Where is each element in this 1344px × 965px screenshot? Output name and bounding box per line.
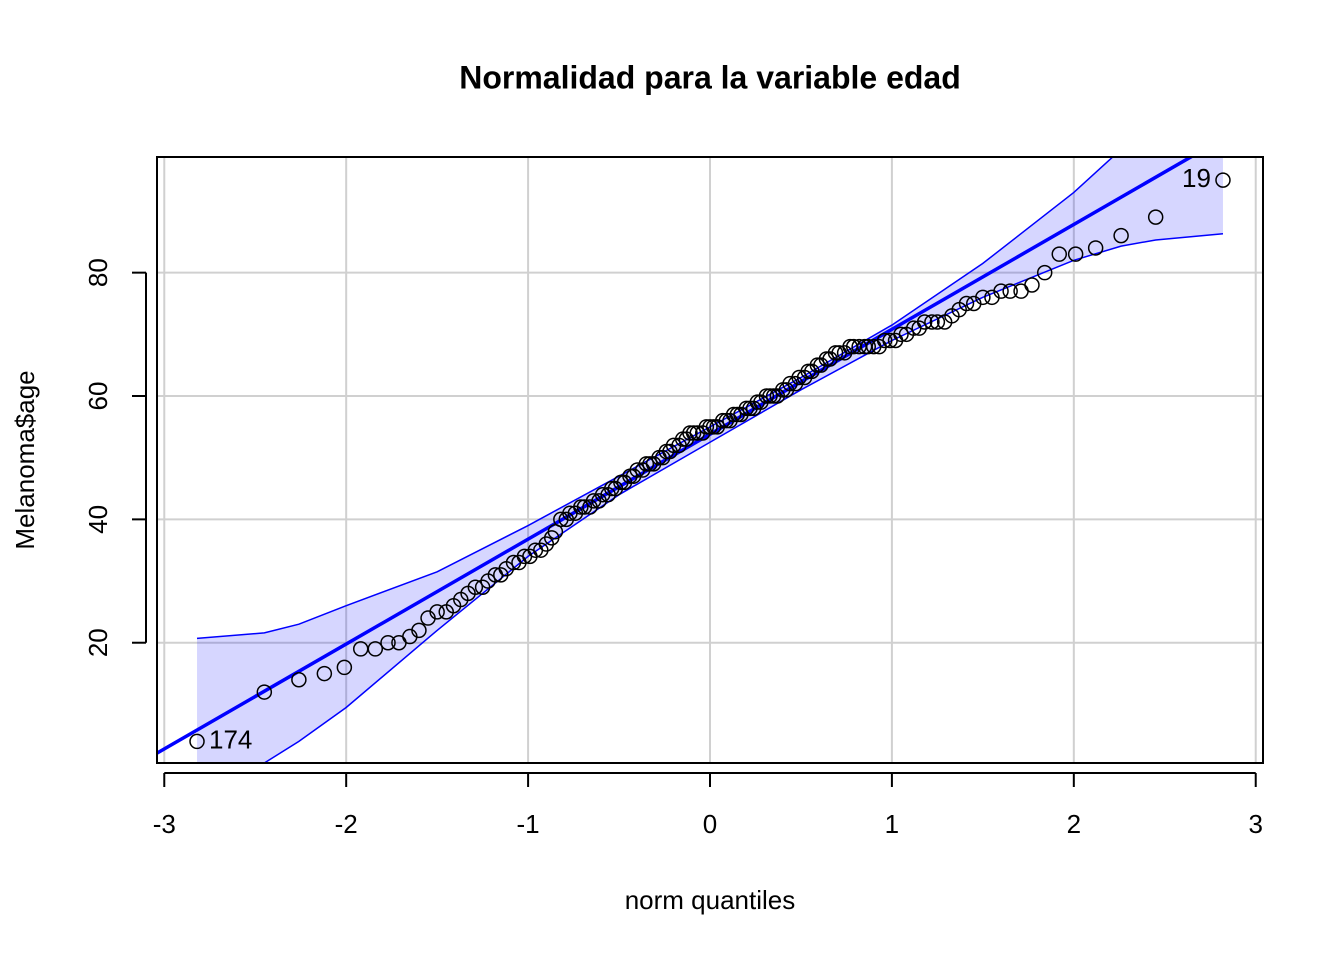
point [702,419,718,435]
point [698,419,715,435]
axes: -3 -2 -1 0 1 2 3 20 40 60 80 [83,258,1263,839]
point [1113,227,1129,244]
y-tick-label: 60 [83,382,113,411]
point [336,659,353,676]
point [876,332,893,349]
point [725,406,742,423]
plot-area [157,157,1231,763]
point [1002,283,1018,299]
point-label: 174 [209,724,252,754]
y-tick-label: 80 [83,258,113,287]
point [958,295,975,312]
point [1087,240,1104,256]
plot-frame [156,156,1264,764]
point [380,634,396,651]
point [1024,277,1040,293]
point [1067,246,1084,262]
point [762,388,778,404]
point [573,499,589,515]
envelope-lower [262,233,1224,763]
point [316,665,333,682]
x-tick-label: 2 [1067,809,1081,839]
x-tick-label: 0 [703,809,717,839]
x-tick-label: -2 [335,809,358,839]
point [411,622,427,639]
point [929,314,946,330]
point [993,283,1009,299]
y-tick-label: 40 [83,505,113,534]
point [893,326,909,343]
point [1147,209,1164,225]
point [860,338,877,355]
point [638,456,655,472]
point [916,314,933,330]
point-label: 19 [1182,163,1211,193]
x-tick-label: 1 [885,809,899,839]
x-tick-label: -1 [517,809,540,839]
point [975,289,991,306]
point [682,425,698,441]
point [256,684,273,700]
point [1013,283,1029,299]
y-tick-label: 20 [83,628,113,657]
point [291,671,307,688]
x-axis-label: norm quantiles [625,885,796,915]
point [827,345,844,361]
point [429,604,445,620]
x-tick-label: -3 [153,809,176,839]
y-axis-label: Melanoma$age [10,370,40,549]
point [1215,172,1231,188]
chart-title: Normalidad para la variable edad [459,59,961,95]
point [367,641,384,657]
grid [157,157,1263,763]
point [1036,264,1053,281]
point [758,388,775,404]
x-tick-label: 3 [1248,809,1262,839]
point [924,314,940,330]
point [467,579,484,595]
point [189,733,205,750]
point [1051,246,1068,262]
point [685,425,702,441]
